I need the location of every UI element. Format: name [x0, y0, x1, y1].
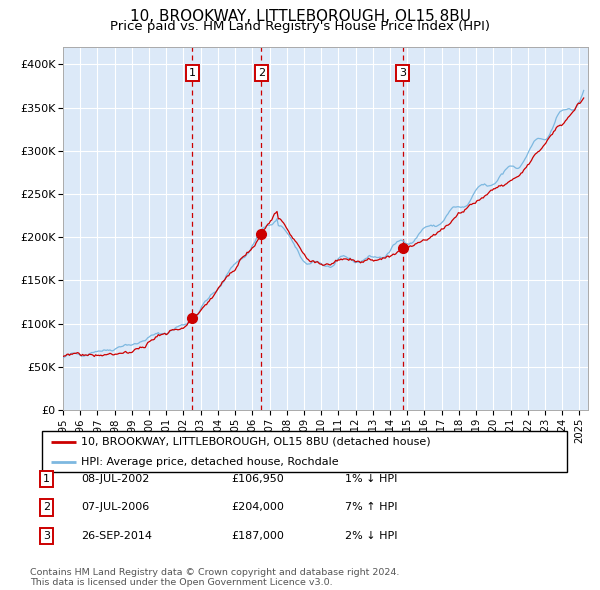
FancyBboxPatch shape	[42, 431, 567, 472]
Text: £187,000: £187,000	[231, 531, 284, 540]
Text: HPI: Average price, detached house, Rochdale: HPI: Average price, detached house, Roch…	[82, 457, 339, 467]
Text: Contains HM Land Registry data © Crown copyright and database right 2024.: Contains HM Land Registry data © Crown c…	[30, 568, 400, 577]
Text: This data is licensed under the Open Government Licence v3.0.: This data is licensed under the Open Gov…	[30, 578, 332, 588]
Text: 3: 3	[399, 68, 406, 78]
Text: 2: 2	[258, 68, 265, 78]
Text: 7% ↑ HPI: 7% ↑ HPI	[345, 503, 398, 512]
Text: 08-JUL-2002: 08-JUL-2002	[81, 474, 149, 484]
Text: 10, BROOKWAY, LITTLEBOROUGH, OL15 8BU: 10, BROOKWAY, LITTLEBOROUGH, OL15 8BU	[130, 9, 470, 24]
Text: 1: 1	[189, 68, 196, 78]
Text: 26-SEP-2014: 26-SEP-2014	[81, 531, 152, 540]
Text: £106,950: £106,950	[231, 474, 284, 484]
Text: 3: 3	[43, 531, 50, 540]
Text: 07-JUL-2006: 07-JUL-2006	[81, 503, 149, 512]
Text: Price paid vs. HM Land Registry's House Price Index (HPI): Price paid vs. HM Land Registry's House …	[110, 20, 490, 33]
Text: 1% ↓ HPI: 1% ↓ HPI	[345, 474, 397, 484]
Text: 1: 1	[43, 474, 50, 484]
Text: 2% ↓ HPI: 2% ↓ HPI	[345, 531, 398, 540]
Text: £204,000: £204,000	[231, 503, 284, 512]
Text: 10, BROOKWAY, LITTLEBOROUGH, OL15 8BU (detached house): 10, BROOKWAY, LITTLEBOROUGH, OL15 8BU (d…	[82, 437, 431, 447]
Text: 2: 2	[43, 503, 50, 512]
